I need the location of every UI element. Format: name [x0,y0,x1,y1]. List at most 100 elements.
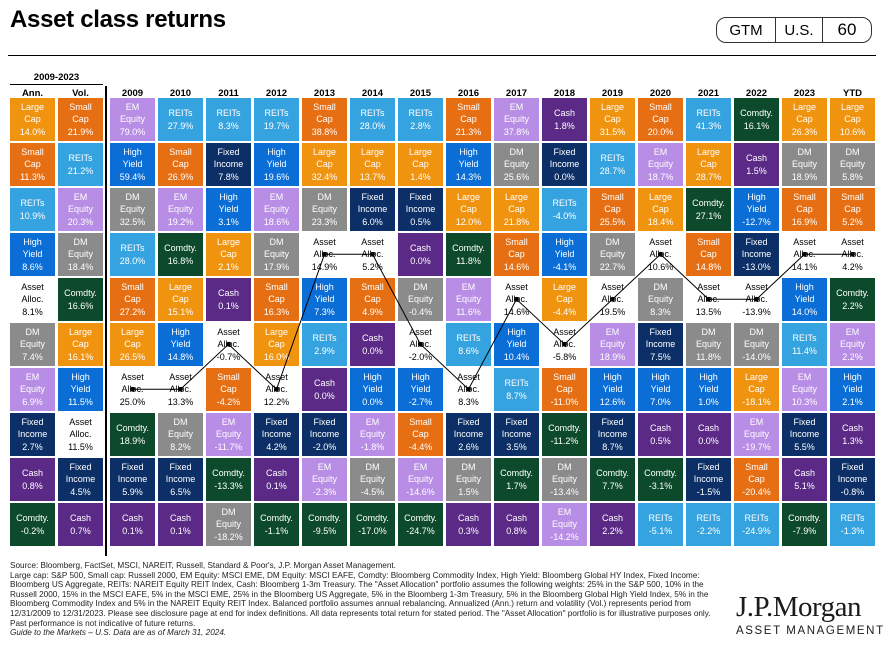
quilt-cell: Large Cap 10.6% [830,98,875,141]
cell-return-value: 13.5% [695,306,722,317]
quilt-cell: DM Equity 18.4% [58,233,103,276]
cell-asset-label: Equity [167,428,193,439]
cell-return-value: 18.4% [67,261,94,272]
cell-return-value: 59.4% [119,171,146,182]
cell-return-value: 19.5% [599,306,626,317]
cell-asset-label: EM [845,326,860,337]
quilt-cell: Large Cap -4.4% [542,278,587,321]
quilt-cell: EM Equity -14.2% [542,503,587,546]
cell-return-value: -13.3% [214,480,243,491]
cell-asset-label: Equity [311,203,337,214]
cell-asset-label: High [603,371,622,382]
cell-return-value: 8.6% [458,345,479,356]
quilt-cell: Cash 0.1% [206,278,251,321]
quilt-cell: Small Cap -4.4% [398,413,443,456]
cell-return-value: 28.0% [359,120,386,131]
cell-return-value: 26.5% [119,351,146,362]
cell-return-value: 14.9% [311,261,338,272]
quilt-cell: High Yield 12.6% [590,368,635,411]
quilt-cell: Fixed Income -13.0% [734,233,779,276]
quilt-cell: High Yield 0.0% [350,368,395,411]
cell-asset-label: Large [168,281,193,292]
cell-return-value: 10.9% [19,210,46,221]
cell-return-value: 0.0% [314,390,335,401]
quilt-cell: Small Cap 16.3% [254,278,299,321]
cell-return-value: -13.0% [742,261,771,272]
cell-asset-label: Large [600,101,625,112]
cell-asset-label: Cash [697,422,719,433]
cell-asset-label: Alloc. [169,383,192,394]
cell-asset-label: REITs [504,377,529,388]
cell-return-value: 25.0% [119,396,146,407]
cell-asset-label: Income [405,203,436,214]
footnote-body: Large cap: S&P 500, Small cap: Russell 2… [10,570,711,628]
cell-return-value: 28.7% [599,165,626,176]
quilt-cell: EM Equity -14.6% [398,458,443,501]
cell-asset-label: Equity [359,473,385,484]
cell-asset-label: Cap [460,113,477,124]
cell-asset-label: Equity [311,473,337,484]
cell-asset-label: Equity [503,158,529,169]
cell-return-value: 28.0% [119,255,146,266]
cell-return-value: 11.6% [456,306,481,317]
cell-asset-label: DM [173,416,188,427]
cell-asset-label: Large [792,101,817,112]
cell-asset-label: Alloc. [553,338,576,349]
column-header: Vol. [72,88,89,99]
quilt-cell: Cash 0.8% [494,503,539,546]
quilt-cell: REITs 28.7% [590,143,635,186]
cell-asset-label: High [507,326,526,337]
cell-asset-label: Cash [553,107,575,118]
cell-asset-label: REITs [792,332,817,343]
quilt-cell: Comdty. -11.2% [542,413,587,456]
quilt-cell: Asset Alloc. -13.9% [734,278,779,321]
cell-asset-label: REITs [600,152,625,163]
cell-return-value: 17.9% [263,261,290,272]
quilt-cell: High Yield -12.7% [734,188,779,231]
cell-asset-label: Fixed [553,146,576,157]
cell-asset-label: Asset [121,371,144,382]
quilt-cell: Small Cap -11.0% [542,368,587,411]
quilt-cell: Asset Alloc. 5.2% [350,233,395,276]
cell-return-value: 1.3% [842,435,863,446]
cell-asset-label: Income [837,473,868,484]
cell-asset-label: Income [261,428,292,439]
quilt-cell: High Yield 14.0% [782,278,827,321]
cell-asset-label: Asset [505,281,528,292]
quilt-cell: REITs 11.4% [782,323,827,366]
cell-asset-label: Comdty. [596,467,629,478]
cell-asset-label: EM [797,371,812,382]
cell-asset-label: EM [605,326,620,337]
cell-asset-label: Yield [746,203,767,214]
cell-asset-label: Large [456,191,481,202]
cell-asset-label: Income [213,158,244,169]
quilt-cell: EM Equity 20.3% [58,188,103,231]
cell-return-value: 18.6% [263,216,290,227]
quilt-cell: REITs -2.2% [686,503,731,546]
cell-return-value: 10.6% [647,261,674,272]
cell-return-value: 0.0% [698,435,719,446]
quilt-cell: Comdty. -13.3% [206,458,251,501]
cell-asset-label: Large [20,101,45,112]
cell-return-value: 14.0% [19,126,46,137]
cell-asset-label: REITs [744,512,769,523]
cell-asset-label: Fixed [313,416,336,427]
cell-asset-label: Cap [220,383,237,394]
cell-asset-label: EM [749,416,764,427]
cell-asset-label: Asset [553,326,576,337]
quilt-cell: Cash 1.3% [830,413,875,456]
cell-asset-label: Small [169,146,192,157]
cell-return-value: 20.0% [647,126,674,137]
cell-asset-label: REITs [408,107,433,118]
quilt-cell: Asset Alloc. 14.9% [302,233,347,276]
quilt-cell: EM Equity 19.2% [158,188,203,231]
cell-asset-label: Cap [844,113,861,124]
quilt-cell: DM Equity -14.0% [734,323,779,366]
quilt-cell: Fixed Income 2.7% [10,413,55,456]
cell-asset-label: Comdty. [836,287,869,298]
cell-asset-label: Cap [412,158,429,169]
cell-return-value: -11.7% [214,441,243,452]
cell-return-value: 2.1% [218,261,239,272]
cell-return-value: -0.2% [20,525,45,536]
cell-asset-label: Fixed [601,416,624,427]
